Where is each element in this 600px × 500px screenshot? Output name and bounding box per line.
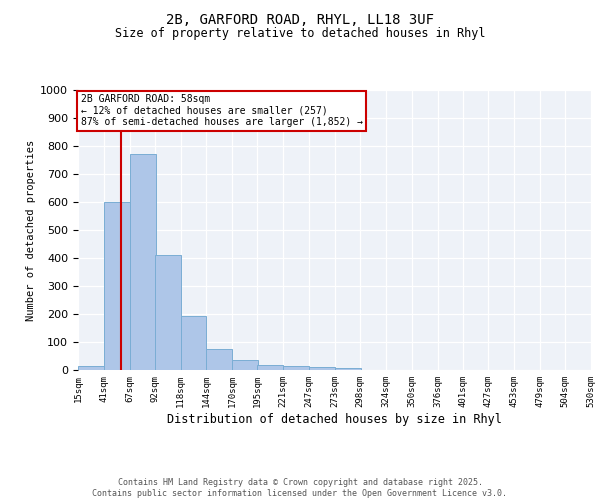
Text: 2B, GARFORD ROAD, RHYL, LL18 3UF: 2B, GARFORD ROAD, RHYL, LL18 3UF [166,12,434,26]
Bar [206,349,232,370]
Bar [335,368,361,370]
Text: Size of property relative to detached houses in Rhyl: Size of property relative to detached ho… [115,28,485,40]
X-axis label: Distribution of detached houses by size in Rhyl: Distribution of detached houses by size … [167,412,502,426]
Bar [181,316,206,370]
Bar [257,365,283,370]
Bar [283,366,309,370]
Bar [309,366,335,370]
Bar [155,255,181,370]
Bar [130,154,155,370]
Text: Contains HM Land Registry data © Crown copyright and database right 2025.
Contai: Contains HM Land Registry data © Crown c… [92,478,508,498]
Y-axis label: Number of detached properties: Number of detached properties [26,140,36,320]
Bar [104,202,130,370]
Text: 2B GARFORD ROAD: 58sqm
← 12% of detached houses are smaller (257)
87% of semi-de: 2B GARFORD ROAD: 58sqm ← 12% of detached… [80,94,362,128]
Bar [232,360,258,370]
Bar [78,366,104,370]
